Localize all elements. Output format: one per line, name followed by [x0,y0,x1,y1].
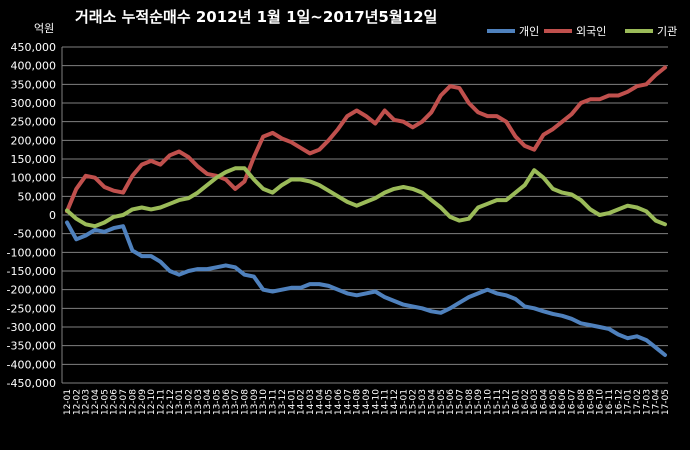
y-tick-label: -400,000 [7,358,56,371]
x-tick-label: 14-12 [390,389,400,415]
x-tick-label: 12-10 [147,389,157,415]
x-tick-label: 14-01 [287,389,297,415]
x-tick-label: 14-06 [334,389,344,415]
x-axis-ticks: 12-01 12-02 12-03 12-04 12-05 12-06 12-07 12-08… [63,389,671,415]
y-tick-label: -300,000 [7,321,56,334]
x-tick-label: 13-12 [278,389,288,415]
x-tick-label: 12-02 [72,389,82,415]
x-tick-label: 16-05 [549,389,559,415]
y-tick-label: 50,000 [18,190,57,203]
x-tick-label: 13-04 [203,389,213,415]
x-tick-label: 13-09 [250,389,260,415]
x-tick-label: 17-01 [624,389,634,415]
x-tick-label: 16-11 [605,389,615,415]
x-tick-label: 14-05 [325,389,335,415]
x-tick-label: 16-07 [568,389,578,415]
x-tick-label: 15-05 [437,389,447,415]
x-tick-label: 16-01 [512,389,522,415]
x-tick-label: 16-12 [614,389,624,415]
x-tick-label: 13-07 [231,389,241,415]
x-tick-label: 12-06 [110,389,120,415]
x-tick-label: 15-06 [446,389,456,415]
y-tick-label: 100,000 [11,172,57,185]
x-tick-label: 16-04 [540,389,550,415]
series-line-3 [65,166,667,229]
x-tick-label: 12-03 [82,389,92,415]
x-tick-label: 16-02 [521,389,531,415]
x-tick-label: 16-06 [558,389,568,415]
y-tick-label: -50,000 [14,228,56,241]
x-tick-label: 13-03 [194,389,204,415]
x-tick-label: 14-02 [297,389,307,415]
x-tick-label: 12-07 [119,389,129,415]
y-tick-label: -100,000 [7,246,56,259]
x-tick-label: 14-03 [306,389,316,415]
x-tick-label: 15-07 [455,389,465,415]
x-tick-label: 15-02 [409,389,419,415]
x-tick-label: 12-08 [128,389,138,415]
x-tick-label: 17-03 [642,389,652,415]
y-tick-label: -200,000 [7,284,56,297]
legend: 개인 외국인 기관 [487,25,677,38]
y-tick-label: -450,000 [7,377,56,390]
x-tick-label: 13-05 [213,389,223,415]
x-tick-label: 14-08 [353,389,363,415]
x-tick-label: 12-11 [156,389,166,415]
x-tick-label: 14-04 [315,389,325,415]
x-tick-label: 15-09 [474,389,484,415]
x-tick-label: 17-04 [652,389,662,415]
x-tick-label: 16-08 [577,389,587,415]
x-tick-label: 13-11 [269,389,279,415]
y-tick-label: 300,000 [11,97,57,110]
x-tick-label: 13-01 [175,389,185,415]
series-line-1 [65,220,667,357]
x-tick-label: 17-05 [661,389,671,415]
x-tick-label: 16-10 [596,389,606,415]
x-tick-label: 13-08 [241,389,251,415]
x-tick-label: 16-03 [530,389,540,415]
x-tick-label: 14-07 [343,389,353,415]
y-axis-unit: 억원 [34,22,54,35]
x-tick-label: 12-09 [138,389,148,415]
y-tick-label: 450,000 [11,41,57,54]
x-tick-label: 15-08 [465,389,475,415]
x-tick-label: 17-02 [633,389,643,415]
x-tick-label: 13-10 [259,389,269,415]
x-tick-label: 15-01 [399,389,409,415]
y-tick-label: 0 [49,209,56,222]
y-tick-label: 250,000 [11,116,57,129]
x-tick-label: 16-09 [586,389,596,415]
x-tick-label: 12-12 [166,389,176,415]
y-tick-label: 400,000 [11,60,57,73]
x-tick-label: 13-06 [222,389,232,415]
y-tick-label: -350,000 [7,340,56,353]
legend-label: 외국인 [576,25,606,38]
x-tick-label: 13-02 [184,389,194,415]
x-tick-label: 15-04 [427,389,437,415]
x-tick-label: 14-11 [381,389,391,415]
x-tick-label: 12-04 [91,389,101,415]
x-tick-label: 15-10 [483,389,493,415]
x-tick-label: 12-05 [100,389,110,415]
series-line-2 [65,65,667,214]
legend-label: 기관 [657,25,677,38]
x-tick-label: 15-03 [418,389,428,415]
x-tick-label: 15-12 [502,389,512,415]
x-tick-label: 14-10 [371,389,381,415]
y-tick-label: 200,000 [11,134,57,147]
legend-label: 개인 [519,25,539,38]
y-tick-label: 350,000 [11,78,57,91]
y-tick-label: -250,000 [7,302,56,315]
series-lines [65,65,667,357]
gridlines [61,46,668,384]
x-tick-label: 15-11 [493,389,503,415]
y-axis-ticks: -450,000 -400,000 -350,000 -300,000 -250,000… [7,41,56,390]
y-tick-label: 150,000 [11,153,57,166]
x-tick-label: 14-09 [362,389,372,415]
chart-title: 거래소 누적순매수 2012년 1월 1일~2017년5월12일 [75,8,437,26]
y-tick-label: -150,000 [7,265,56,278]
x-tick-label: 12-01 [63,389,73,415]
